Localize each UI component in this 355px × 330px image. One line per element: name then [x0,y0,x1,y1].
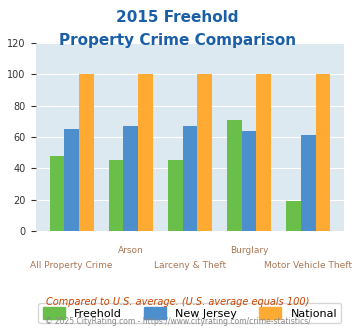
Bar [50,156,64,231]
Bar [168,160,182,231]
Text: Larceny & Theft: Larceny & Theft [154,261,226,270]
Text: All Property Crime: All Property Crime [31,261,113,270]
Bar [227,120,242,231]
Text: © 2025 CityRating.com - https://www.cityrating.com/crime-statistics/: © 2025 CityRating.com - https://www.city… [45,317,310,326]
Bar [64,129,79,231]
Bar [197,74,212,231]
Text: Compared to U.S. average. (U.S. average equals 100): Compared to U.S. average. (U.S. average … [46,297,309,307]
Text: Arson: Arson [118,246,144,255]
Bar [109,160,124,231]
Text: Motor Vehicle Theft: Motor Vehicle Theft [264,261,352,270]
Bar [316,74,330,231]
Legend: Freehold, New Jersey, National: Freehold, New Jersey, National [38,303,342,323]
Text: 2015 Freehold: 2015 Freehold [116,10,239,25]
Bar [182,126,197,231]
Text: Burglary: Burglary [230,246,268,255]
Bar [301,135,316,231]
Bar [256,74,271,231]
Bar [124,126,138,231]
Bar [242,131,256,231]
Bar [138,74,153,231]
Text: Property Crime Comparison: Property Crime Comparison [59,33,296,48]
Bar [286,201,301,231]
Bar [79,74,94,231]
